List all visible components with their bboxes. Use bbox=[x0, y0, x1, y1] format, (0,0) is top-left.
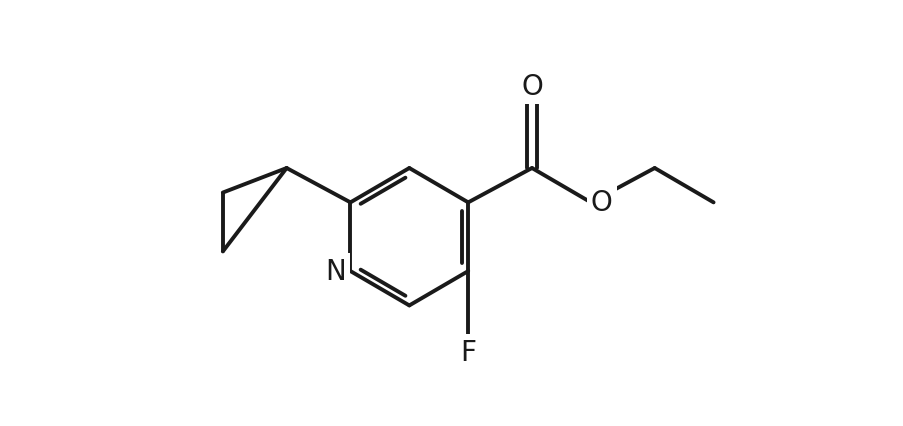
Text: O: O bbox=[520, 72, 543, 101]
Text: N: N bbox=[325, 257, 346, 285]
Text: O: O bbox=[591, 189, 612, 217]
Text: F: F bbox=[460, 338, 476, 366]
